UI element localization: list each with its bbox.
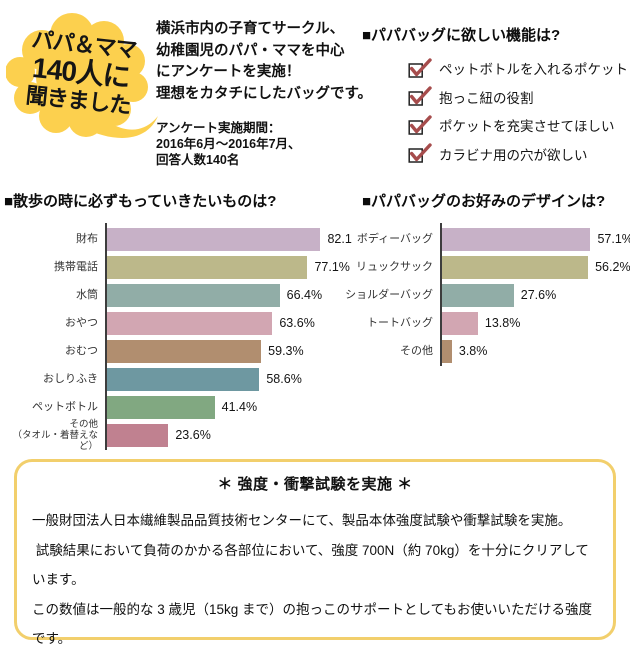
- chart-rows: 財布 82.1 携帯電話 77.1% 水筒 66.4% おやつ 63.6% おむつ 59.3% おし…: [4, 223, 352, 452]
- bar-row: ペットボトル 41.4%: [4, 393, 352, 421]
- bar-row: おしりふき 58.6%: [4, 365, 352, 393]
- checked-checkbox-icon: [408, 143, 432, 163]
- bar-value: 66.4%: [286, 288, 323, 302]
- chart-title: ■パパバッグのお好みのデザインは?: [362, 193, 606, 210]
- survey-badge: パパ＆ママ 140人に 聞きました: [6, 6, 168, 148]
- bar: [107, 367, 260, 391]
- bar-label: トートバッグ: [367, 317, 433, 329]
- bar-row: リュックサック 56.2%: [333, 253, 630, 281]
- bar-row: おむつ 59.3%: [4, 337, 352, 365]
- walk-items-chart: ■散歩の時に必ずもっていきたいものは? 財布 82.1 携帯電話 77.1% 水筒 66.…: [4, 190, 352, 452]
- bar-label: その他: [400, 345, 433, 357]
- feature-item: ポケットを充実させてほしい: [408, 111, 628, 140]
- bar-row: ボディーバッグ 57.1%: [333, 225, 630, 253]
- bar-row: ショルダーバッグ 27.6%: [333, 281, 630, 309]
- bar: [107, 339, 262, 363]
- bar-value: 63.6%: [279, 316, 315, 330]
- bar-row: その他 （タオル・着替えなど） 23.6%: [4, 418, 352, 452]
- bar: [107, 395, 215, 419]
- intro-line: 理想をカタチにしたバッグです。: [156, 85, 373, 102]
- survey-period-line: 2016年6月～2016年7月、: [156, 137, 301, 151]
- bar-row: 財布 82.1: [4, 225, 352, 253]
- strength-test-box: ＊ 強度・衝撃試験を実施 ＊ 一般財団法人日本繊維製品品質技術センターにて、製品…: [14, 459, 616, 646]
- strength-box-line: この数値は一般的な 3 歳児（15kg まで）の抱っこのサポートとしてもお使いい…: [32, 601, 592, 647]
- feature-item-label: 抱っこ紐の役割: [439, 90, 534, 106]
- feature-item: 抱っこ紐の役割: [408, 83, 628, 112]
- bag-design-chart: ■パパバッグのお好みのデザインは? ボディーバッグ 57.1% リュックサック 56.…: [333, 190, 630, 366]
- feature-item-label: ペットボトルを入れるポケット: [439, 62, 628, 78]
- bar-value: 13.8%: [484, 316, 521, 330]
- bar-value: 82.1: [327, 232, 352, 246]
- features-title: ■パパバッグに欲しい機能は?: [362, 27, 561, 44]
- bar-label: リュックサック: [356, 261, 433, 273]
- bar-row: トートバッグ 13.8%: [333, 309, 630, 337]
- checked-checkbox-icon: [408, 86, 432, 106]
- intro-line: 幼稚園児のパパ・ママを中心: [156, 42, 345, 59]
- bar-row: 携帯電話 77.1%: [4, 253, 352, 281]
- survey-period-line: 回答人数140名: [156, 153, 240, 167]
- bar-row: おやつ 63.6%: [4, 309, 352, 337]
- features-checklist: ペットボトルを入れるポケット 抱っこ紐の役割ポケットを充実させてほしい カラビナ用の…: [408, 54, 628, 168]
- bar-value: 56.2%: [595, 260, 630, 274]
- bar: [107, 227, 321, 251]
- bar-value: 77.1%: [314, 260, 350, 274]
- intro-line: 横浜市内の子育てサークル、: [156, 21, 345, 37]
- strength-box-title: ＊ 強度・衝撃試験を実施 ＊: [217, 476, 413, 493]
- bar-value: 23.6%: [175, 428, 211, 442]
- bar-value: 59.3%: [268, 344, 304, 358]
- strength-box-line: 試験結果において負荷のかかる各部位において、強度 700N（約 70kg）を十分…: [32, 542, 589, 588]
- strength-box-line: 一般財団法人日本繊維製品品質技術センターにて、製品本体強度試験や衝撃試験を実施。: [32, 513, 572, 528]
- bar-row: その他 3.8%: [333, 337, 630, 365]
- badge-text: パパ＆ママ 140人に 聞きました: [8, 25, 154, 121]
- intro-line: にアンケートを実施！: [156, 64, 301, 80]
- bar: [107, 255, 308, 279]
- bar-label: おやつ: [65, 317, 98, 329]
- chart-rows: ボディーバッグ 57.1% リュックサック 56.2% ショルダーバッグ 27.6% トート…: [333, 223, 630, 366]
- bar-label: 財布: [76, 233, 98, 245]
- bar-value: 57.1%: [597, 232, 630, 246]
- checked-checkbox-icon: [408, 58, 432, 78]
- bar-value: 41.4%: [221, 400, 258, 414]
- bar-row: 水筒 66.4%: [4, 281, 352, 309]
- bar: [107, 283, 280, 307]
- bar-value: 27.6%: [520, 288, 557, 302]
- strength-box-body: 一般財団法人日本繊維製品品質技術センターにて、製品本体強度試験や衝撃試験を実施。…: [32, 506, 598, 650]
- bar-label: ペットボトル: [32, 401, 98, 413]
- bar: [442, 311, 478, 335]
- bar-label: 携帯電話: [54, 261, 98, 273]
- bar-label: その他 （タオル・着替えなど）: [12, 418, 98, 452]
- bar-label: おしりふき: [43, 373, 98, 385]
- feature-item-label: カラビナ用の穴が欲しい: [439, 147, 588, 163]
- bar-label: ショルダーバッグ: [345, 289, 433, 301]
- bar: [442, 339, 452, 363]
- bar: [107, 311, 273, 335]
- bar: [442, 227, 591, 251]
- survey-period-line: アンケート実施期間：: [156, 121, 281, 135]
- bar-label: 水筒: [76, 289, 98, 301]
- chart-axis: [440, 223, 442, 366]
- badge-cloud-shape: [6, 13, 158, 138]
- bar-label: おむつ: [65, 345, 98, 357]
- bar: [442, 255, 589, 279]
- feature-item-label: ポケットを充実させてほしい: [439, 119, 615, 135]
- chart-axis: [105, 223, 107, 450]
- checked-checkbox-icon: [408, 115, 432, 135]
- feature-item: ペットボトルを入れるポケット: [408, 54, 628, 83]
- feature-item: カラビナ用の穴が欲しい: [408, 140, 628, 169]
- intro-text: 横浜市内の子育てサークル、 幼稚園児のパパ・ママを中心 にアンケートを実施！ 理…: [156, 19, 372, 105]
- survey-period: アンケート実施期間： 2016年6月～2016年7月、 回答人数140名: [156, 120, 301, 168]
- bar-value: 58.6%: [266, 372, 302, 386]
- bar: [107, 423, 169, 447]
- bar-value: 3.8%: [458, 344, 488, 358]
- bar: [442, 283, 514, 307]
- chart-title: ■散歩の時に必ずもっていきたいものは?: [4, 193, 277, 210]
- bar-label: ボディーバッグ: [356, 233, 433, 245]
